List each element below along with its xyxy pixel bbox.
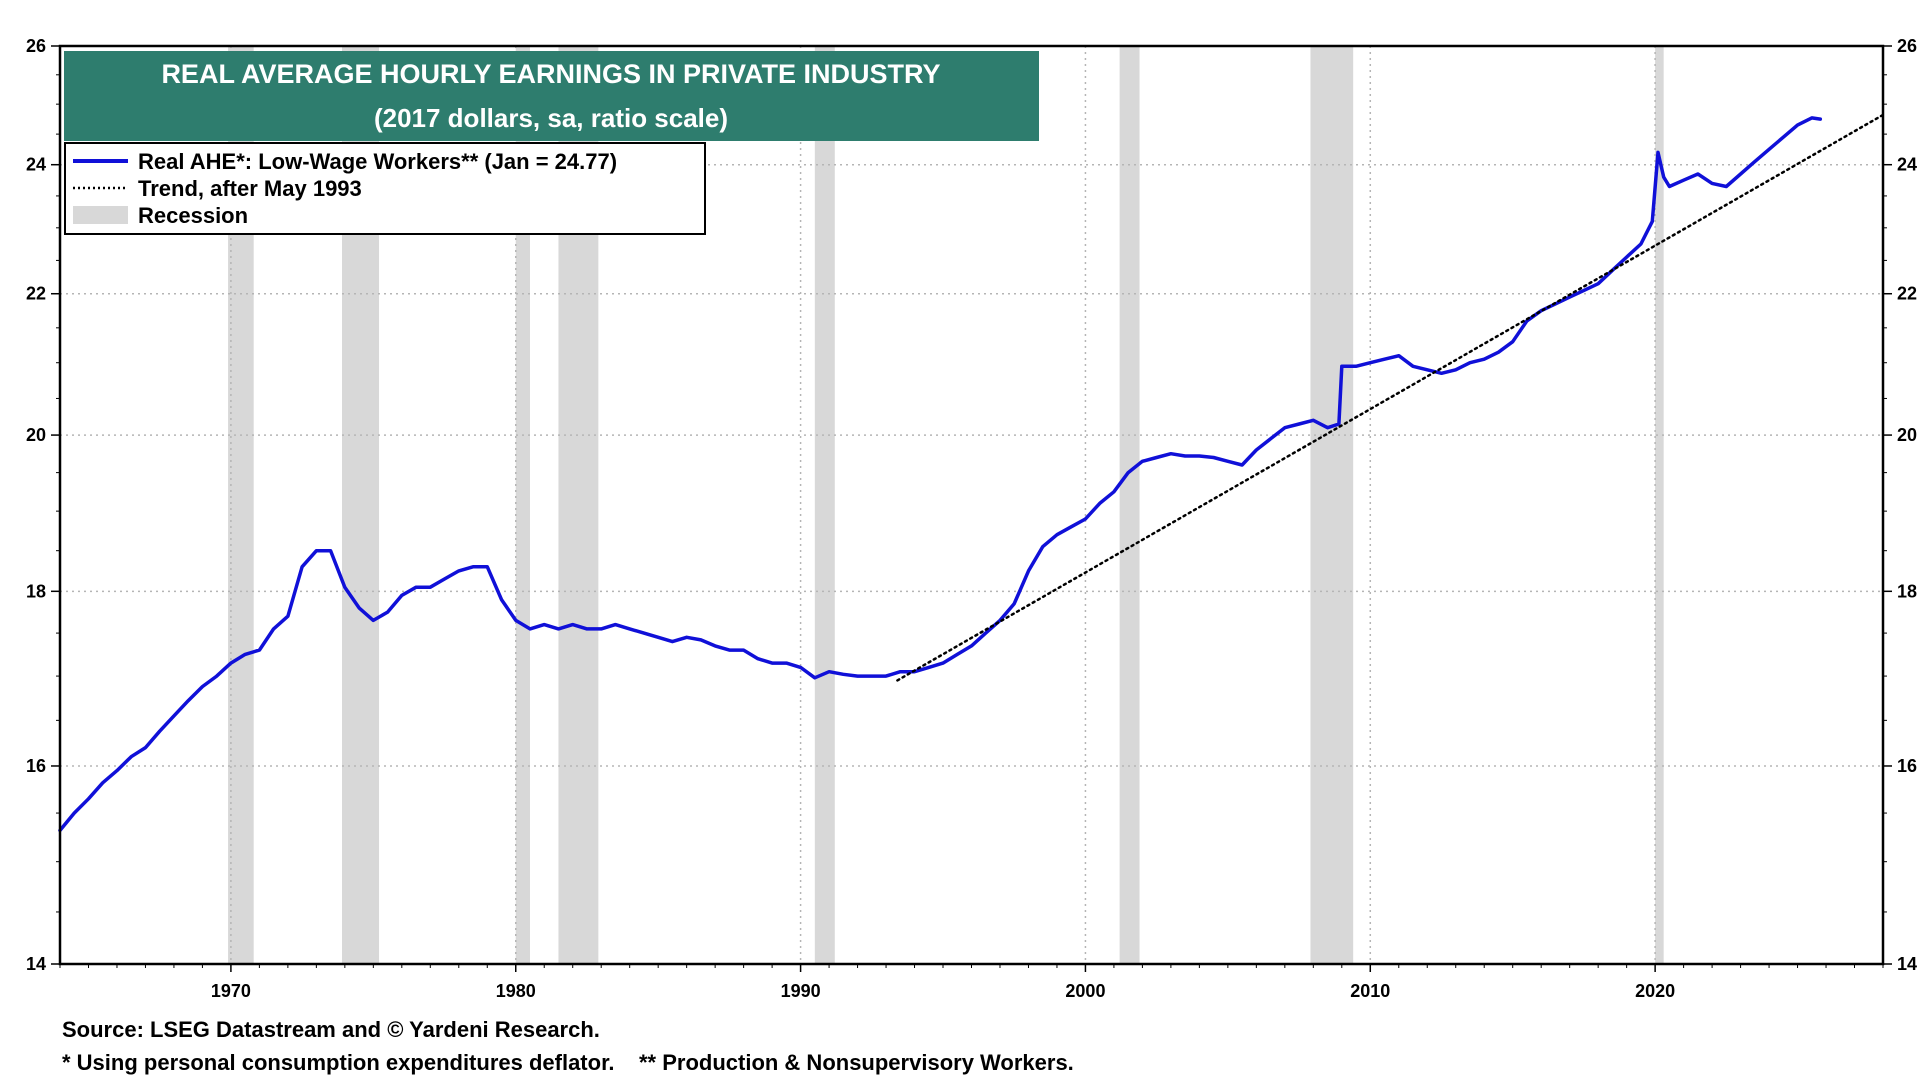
x-tick-label: 2020 [1635, 981, 1675, 1001]
y-tick-label-left: 22 [26, 284, 46, 304]
y-tick-label-left: 14 [26, 954, 46, 974]
legend-label-trend: Trend, after May 1993 [138, 176, 362, 201]
y-tick-label-left: 26 [26, 36, 46, 56]
x-tick-label: 2000 [1065, 981, 1105, 1001]
y-tick-label-left: 18 [26, 581, 46, 601]
x-tick-label: 1970 [211, 981, 251, 1001]
legend-swatch-recession [73, 206, 128, 224]
legend-box [64, 142, 706, 235]
y-tick-label-right: 20 [1897, 425, 1917, 445]
y-tick-label-right: 18 [1897, 581, 1917, 601]
y-tick-label-right: 24 [1897, 155, 1917, 175]
recession-band [814, 46, 835, 964]
title-background [64, 51, 1039, 141]
legend-label-recession: Recession [138, 203, 248, 228]
y-tick-label-left: 20 [26, 425, 46, 445]
y-tick-label-right: 22 [1897, 284, 1917, 304]
recession-band [515, 46, 530, 964]
series-lines [58, 113, 1885, 833]
trend-line [896, 113, 1885, 682]
recession-band [1119, 46, 1140, 964]
recession-band [1310, 46, 1354, 964]
y-tick-label-left: 24 [26, 155, 46, 175]
legend-label-series: Real AHE*: Low-Wage Workers** (Jan = 24.… [138, 149, 617, 174]
source-note: Source: LSEG Datastream and © Yardeni Re… [62, 1017, 600, 1042]
y-tick-label-left: 16 [26, 756, 46, 776]
y-tick-label-right: 14 [1897, 954, 1917, 974]
footnote-deflator: * Using personal consumption expenditure… [62, 1050, 1074, 1075]
recession-band [1655, 46, 1664, 964]
chart-title: REAL AVERAGE HOURLY EARNINGS IN PRIVATE … [161, 59, 940, 89]
x-tick-label: 2010 [1350, 981, 1390, 1001]
y-tick-label-right: 26 [1897, 36, 1917, 56]
chart-subtitle: (2017 dollars, sa, ratio scale) [374, 103, 728, 133]
legend: Real AHE*: Low-Wage Workers** (Jan = 24.… [64, 142, 706, 235]
x-tick-label: 1980 [496, 981, 536, 1001]
y-tick-label-right: 16 [1897, 756, 1917, 776]
x-tick-label: 1990 [781, 981, 821, 1001]
title-box: REAL AVERAGE HOURLY EARNINGS IN PRIVATE … [64, 51, 1039, 141]
